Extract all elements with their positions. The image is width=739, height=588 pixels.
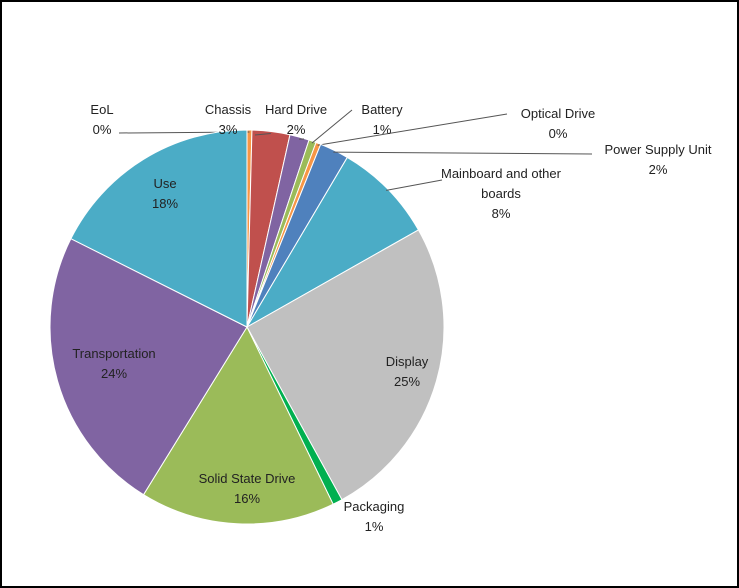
leader-line xyxy=(386,179,443,191)
slice-name: Solid State Drive xyxy=(198,471,296,486)
slice-name: Optical Drive xyxy=(520,106,596,121)
slice-percent: 0% xyxy=(548,126,568,141)
slice-label: Power Supply Unit 2% xyxy=(583,140,733,180)
slice-label: Display 25% xyxy=(367,352,447,392)
leader-line xyxy=(254,132,271,136)
slice-name: Use xyxy=(153,176,177,191)
slice-name: Mainboard and other boards xyxy=(441,166,561,201)
slice-percent: 0% xyxy=(92,122,112,137)
slice-name: Packaging xyxy=(343,499,405,514)
slice-percent: 2% xyxy=(648,162,668,177)
slice-label: EoL 0% xyxy=(72,100,132,140)
slice-name: Display xyxy=(385,354,429,369)
slice-label: Hard Drive 2% xyxy=(256,100,336,140)
slice-percent: 25% xyxy=(393,374,421,389)
slice-name: Power Supply Unit xyxy=(604,142,712,157)
leader-line xyxy=(311,109,353,144)
slice-percent: 1% xyxy=(372,122,392,137)
slice-percent: 1% xyxy=(364,519,384,534)
pie-slice xyxy=(142,325,334,525)
slice-label: Solid State Drive 16% xyxy=(182,469,312,509)
slice-percent: 2% xyxy=(286,122,306,137)
leader-line xyxy=(333,151,593,155)
pie-slice xyxy=(70,129,248,328)
slice-percent: 3% xyxy=(218,122,238,137)
slice-label: Battery 1% xyxy=(352,100,412,140)
slice-label: Use 18% xyxy=(135,174,195,214)
slice-percent: 16% xyxy=(233,491,261,506)
pie-slice xyxy=(245,156,420,329)
slice-label: Packaging 1% xyxy=(329,497,419,537)
slice-percent: 8% xyxy=(491,206,511,221)
leader-line xyxy=(317,113,508,146)
slice-label: Optical Drive 0% xyxy=(503,104,613,144)
slice-label: Transportation 24% xyxy=(54,344,174,384)
slice-label: Chassis 3% xyxy=(198,100,258,140)
slice-label: Mainboard and other boards 8% xyxy=(436,164,566,224)
slice-percent: 18% xyxy=(151,196,179,211)
pie-slice xyxy=(246,229,445,501)
slice-name: Hard Drive xyxy=(264,102,328,117)
slice-name: Chassis xyxy=(204,102,252,117)
slice-name: Battery xyxy=(361,102,403,117)
slice-name: EoL xyxy=(90,102,114,117)
slice-name: Transportation xyxy=(72,346,156,361)
slice-percent: 24% xyxy=(100,366,128,381)
